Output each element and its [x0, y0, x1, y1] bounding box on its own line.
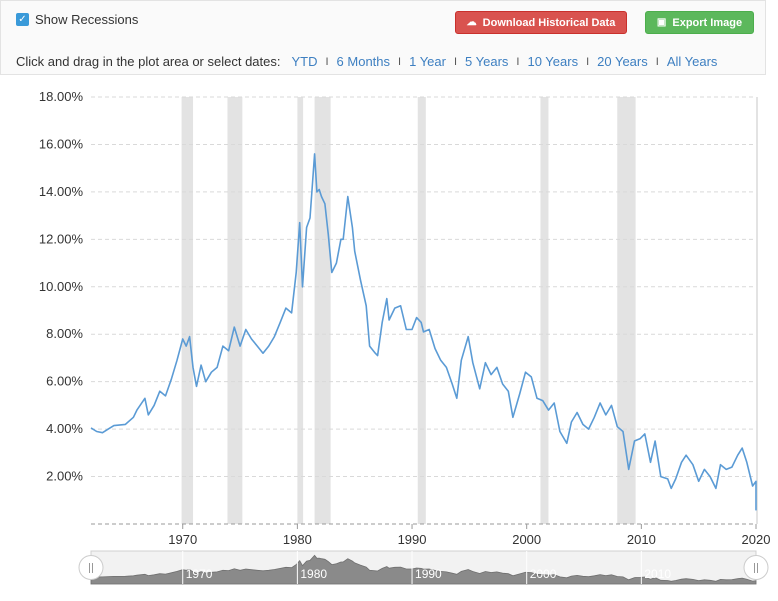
- cloud-download-icon: ☁: [466, 17, 477, 28]
- download-historical-data-button[interactable]: ☁ Download Historical Data: [455, 11, 627, 34]
- range-separator: I: [453, 55, 458, 68]
- x-tick-label: 1990: [398, 532, 427, 547]
- range-separator: I: [398, 55, 402, 68]
- show-recessions-toggle[interactable]: ✓ Show Recessions: [16, 12, 138, 27]
- y-tick-label: 2.00%: [46, 469, 83, 484]
- y-tick-label: 12.00%: [39, 231, 84, 246]
- x-tick-label: 1980: [283, 532, 312, 547]
- range-link-6-months[interactable]: 6 Months: [336, 54, 391, 69]
- range-link-ytd[interactable]: YTD: [291, 54, 318, 69]
- y-tick-label: 8.00%: [46, 326, 83, 341]
- rate-series-line: [90, 153, 757, 511]
- navigator-series-area: [90, 554, 757, 585]
- navigator-tick-label: 2010: [644, 567, 671, 581]
- range-link-all-years[interactable]: All Years: [666, 54, 718, 69]
- download-label: Download Historical Data: [482, 16, 616, 29]
- chart-toolbar: ✓ Show Recessions ☁ Download Historical …: [0, 0, 766, 75]
- recession-band: [227, 97, 243, 524]
- y-tick-label: 4.00%: [46, 421, 83, 436]
- x-tick-label: 1970: [168, 532, 197, 547]
- navigator-tick-label: 1990: [415, 567, 442, 581]
- date-prompt: Click and drag in the plot area or selec…: [16, 54, 281, 69]
- navigator-tick-label: 2000: [530, 567, 557, 581]
- range-link-20-years[interactable]: 20 Years: [597, 54, 648, 69]
- checkmark-icon[interactable]: ✓: [16, 13, 29, 26]
- x-tick-label: 2010: [627, 532, 656, 547]
- recession-band: [540, 97, 549, 524]
- navigator-left-handle[interactable]: [78, 555, 104, 580]
- range-link-1-year[interactable]: 1 Year: [409, 54, 446, 69]
- x-tick-label: 2020: [742, 532, 771, 547]
- date-range-selector: Click and drag in the plot area or selec…: [16, 54, 717, 69]
- recession-band: [297, 97, 304, 524]
- y-tick-label: 14.00%: [39, 184, 84, 199]
- range-separator: I: [655, 55, 659, 68]
- image-icon: ▣: [656, 17, 667, 28]
- y-tick-label: 16.00%: [39, 136, 84, 151]
- range-link-5-years[interactable]: 5 Years: [465, 54, 509, 69]
- recession-band: [417, 97, 426, 524]
- recession-band: [756, 97, 758, 524]
- y-tick-label: 6.00%: [46, 374, 83, 389]
- range-separator: I: [586, 55, 590, 68]
- range-separator: I: [516, 55, 520, 68]
- navigator-tick-label: 1970: [186, 567, 213, 581]
- range-link-10-years[interactable]: 10 Years: [527, 54, 579, 69]
- recession-band: [181, 97, 194, 524]
- recession-band: [314, 97, 331, 524]
- export-label: Export Image: [672, 16, 743, 29]
- range-separator: I: [325, 55, 329, 68]
- show-recessions-label: Show Recessions: [35, 12, 139, 27]
- export-image-button[interactable]: ▣ Export Image: [645, 11, 754, 34]
- navigator-right-handle[interactable]: [743, 555, 769, 580]
- y-tick-label: 10.00%: [39, 279, 84, 294]
- x-tick-label: 2000: [512, 532, 541, 547]
- recession-band: [617, 97, 636, 524]
- navigator-tick-label: 1980: [300, 567, 327, 581]
- y-tick-label: 18.00%: [39, 89, 84, 104]
